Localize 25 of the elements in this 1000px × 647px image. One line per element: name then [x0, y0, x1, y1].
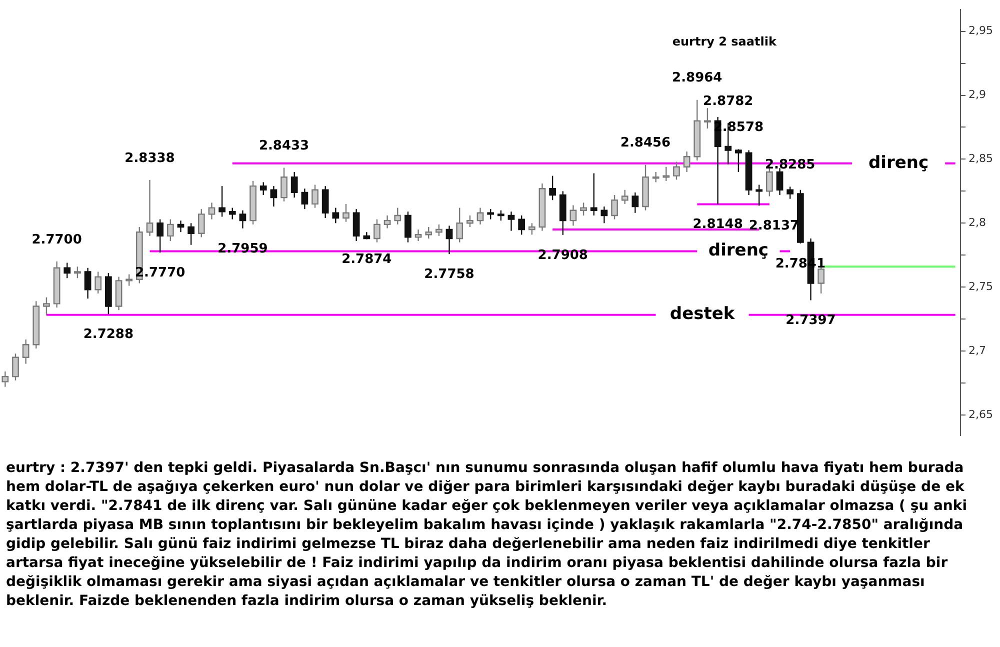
annotation: 2.7770 — [135, 265, 186, 280]
text: eurtry 2 saatlik — [672, 34, 778, 49]
annotation: 2.7758 — [424, 266, 474, 282]
series-label: direnç — [868, 152, 929, 173]
y-tick-label: 2,75 — [968, 280, 994, 293]
y-tick-label: 2,85 — [968, 152, 994, 166]
series-label: destek — [670, 304, 736, 324]
y-tick-label: 2,65 — [968, 408, 994, 421]
annotation: 2.8148 — [692, 217, 743, 232]
y-tick-label: 2,8 — [968, 216, 986, 229]
annotation: 2.8782 — [703, 94, 754, 110]
series-label: direnç — [708, 240, 768, 261]
text: eurtry : 2.7397' den tepki geldi. Piyasalarda Sn.Başcı' nın sunumu sonrasında oluşan hafif olumlu hava fiyatı hem burada hem dolar-TL de aşağıya çekerken euro' nun dolar ve diğer para birimleri karşısındaki değer kaybı buradaki düşüşe de ek katkı verdi. "2.7841 de ilk direnç var. Salı gününe kadar eğer çok beklenmeyen veriler veya açıklamalar olmazsa ( şu anki şartlarda piyasa MB sının toplantısını bir bekleyelim bakalım havası içinde ) yaklaşık rakamlarla "2.74-2.7850" aralığında gidip gelebilir. Salı günü faiz indirimi gelmezse TL biraz daha değerlenebilir ama neden faiz indirilmedi diye tenkitler artarsa fiyat ineceğine yükselebilir de ! Faiz indirimi yapılıp da indirim oranı piyasa beklentisi dahilinde olursa fazla bir değişiklik olmaması gerekir ama siyasi açıdan açıklamalar ve tenkitler olursa o zaman TL' de değer kaybı yaşanması beklenir. Faizde beklenenden fazla indirim olursa o zaman yükseliş beklenir. — [6, 459, 968, 611]
annotation: 2.7874 — [342, 252, 392, 268]
annotation: 2.7288 — [83, 327, 134, 342]
y-tick-label: 2,7 — [968, 344, 986, 357]
y-tick-label: 2,9 — [968, 88, 986, 102]
y-tick-label: 2,95 — [968, 24, 994, 38]
annotation: 2.8456 — [620, 136, 671, 151]
annotation: 2.7397 — [786, 313, 836, 328]
annotation: 2.8964 — [672, 70, 722, 86]
annotation: 2.8433 — [258, 138, 310, 154]
annotation: 2.8338 — [124, 150, 175, 166]
annotation: 2.7700 — [32, 232, 82, 248]
annotation: 2.7908 — [538, 248, 588, 263]
